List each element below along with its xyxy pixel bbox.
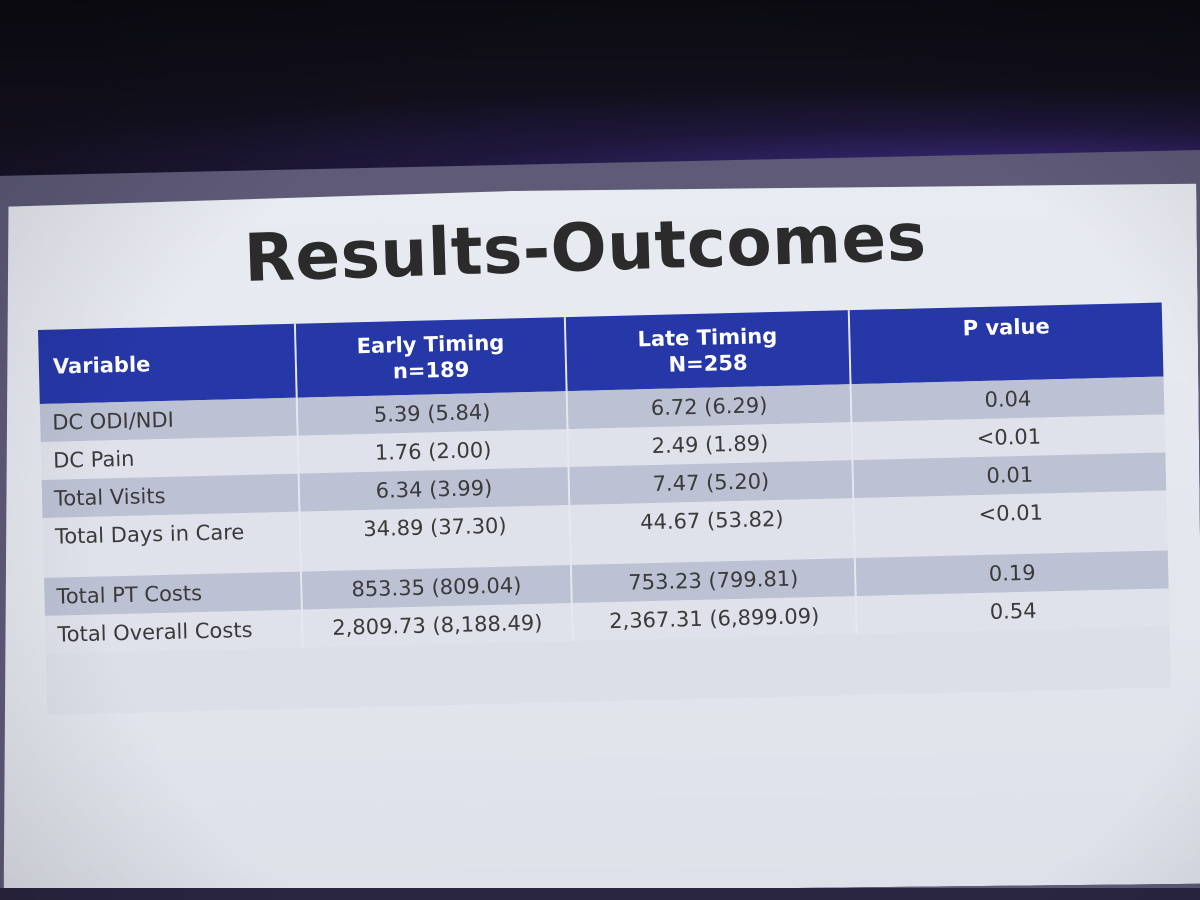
- results-table: Variable Early Timing n=189 Late Timing …: [38, 302, 1170, 654]
- header-late-timing-n: N=258: [668, 350, 748, 377]
- header-variable-label: Variable: [52, 352, 151, 379]
- results-table-container: Variable Early Timing n=189 Late Timing …: [38, 302, 1172, 715]
- screen-bottom-edge: [0, 888, 1200, 900]
- header-early-timing-n: n=189: [392, 357, 470, 384]
- row-variable: Total Overall Costs: [44, 609, 304, 654]
- row-p-value: 0.54: [856, 588, 1170, 635]
- row-variable: DC Pain: [40, 435, 300, 480]
- row-variable: Total Days in Care: [42, 511, 302, 556]
- row-variable: DC ODI/NDI: [39, 397, 299, 442]
- row-late-value: 2,367.31 (6,899.09): [572, 596, 858, 642]
- header-early-timing: Early Timing n=189: [295, 317, 568, 398]
- row-variable: Total Visits: [41, 473, 301, 518]
- row-early-value: 853.35 (809.04): [301, 565, 573, 610]
- row-early-value: 6.34 (3.99): [299, 467, 571, 512]
- row-variable: Total PT Costs: [44, 571, 303, 616]
- row-early-value: 1.76 (2.00): [298, 429, 570, 474]
- header-late-timing: Late Timing N=258: [565, 310, 852, 392]
- header-p-value: P value: [849, 302, 1164, 385]
- header-p-value-label: P value: [962, 314, 1050, 341]
- row-early-value: 5.39 (5.84): [297, 391, 569, 436]
- header-variable: Variable: [38, 323, 298, 404]
- row-early-value: 2,809.73 (8,188.49): [302, 603, 574, 648]
- row-early-value: 34.89 (37.30): [300, 505, 572, 550]
